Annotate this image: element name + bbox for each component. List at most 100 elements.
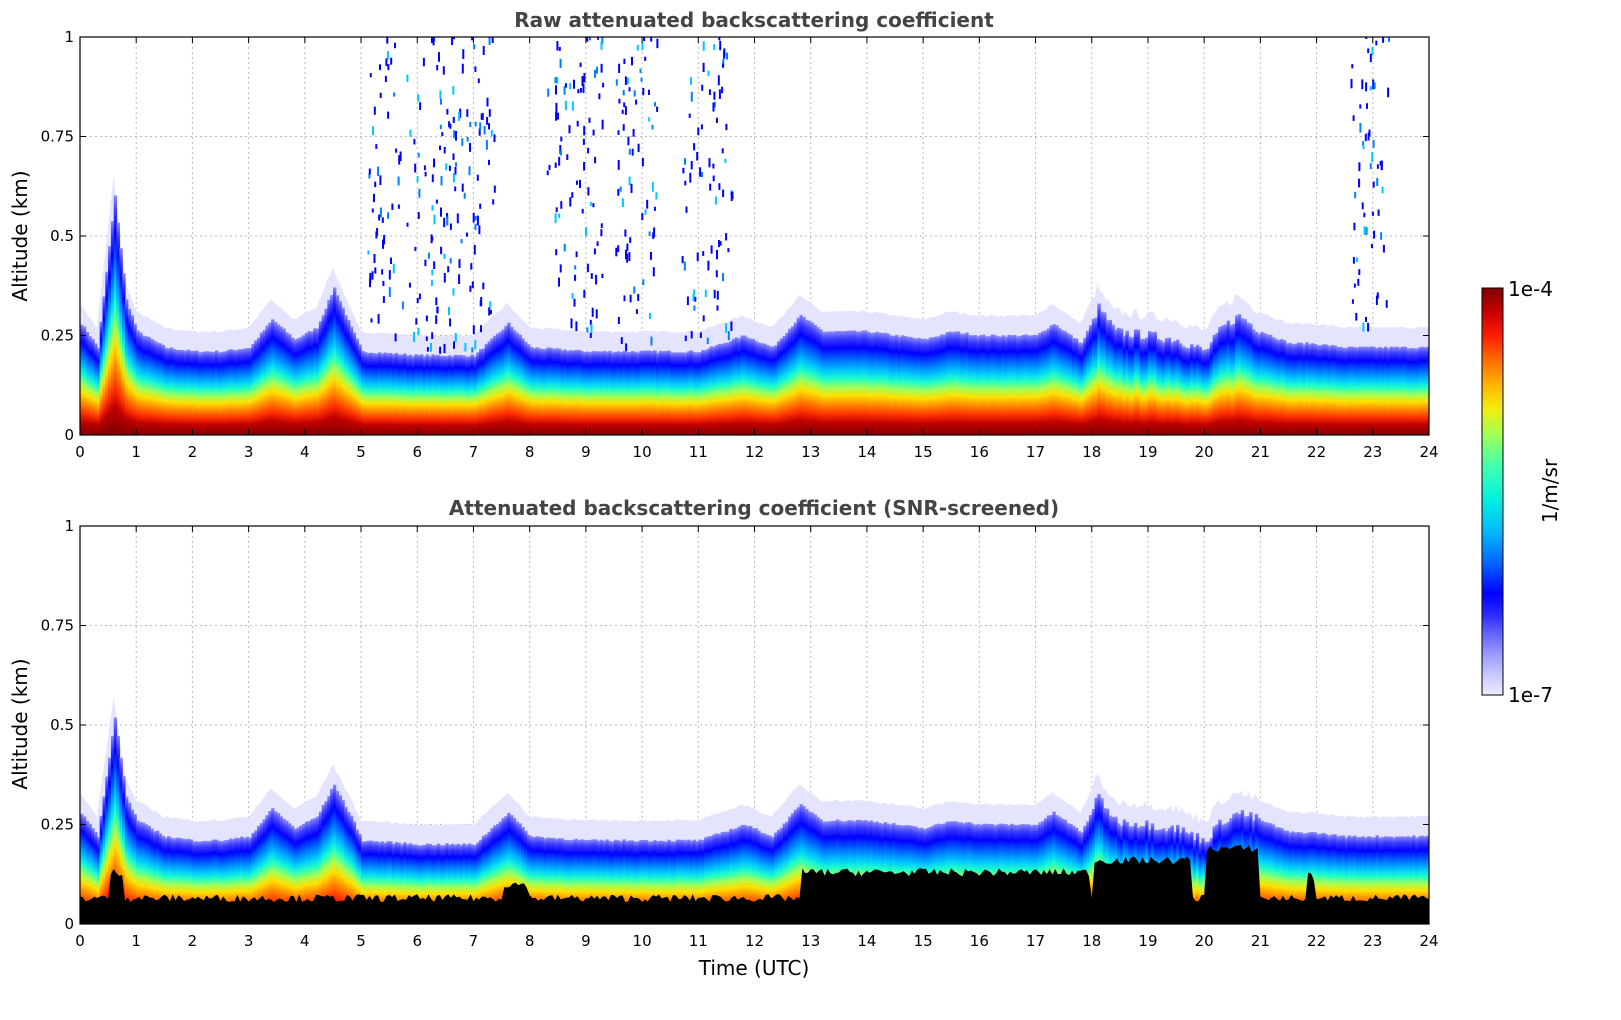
- y-tick-label: 0.75: [41, 617, 74, 635]
- backscatter-column: [740, 824, 744, 924]
- noise-speck: [554, 213, 557, 224]
- noise-speck: [452, 116, 455, 123]
- backscatter-column: [1299, 832, 1304, 924]
- backscatter-column: [1251, 329, 1256, 435]
- backscatter-column: [80, 813, 84, 924]
- x-tick-label: 17: [1026, 932, 1045, 950]
- backscatter-column: [153, 831, 157, 924]
- backscatter-column: [1282, 830, 1287, 924]
- noise-speck: [719, 40, 722, 51]
- backscatter-column: [552, 348, 556, 435]
- noise-speck: [648, 313, 651, 320]
- backscatter-column: [501, 329, 505, 435]
- noise-speck: [575, 321, 578, 332]
- noise-speck: [621, 109, 624, 114]
- noise-speck: [404, 31, 406, 36]
- backscatter-column: [231, 839, 236, 924]
- noise-speck: [648, 117, 651, 122]
- backscatter-column: [1316, 834, 1320, 924]
- noise-speck: [378, 214, 381, 221]
- noise-speck: [488, 307, 491, 316]
- backscatter-column: [521, 827, 525, 924]
- noise-speck: [493, 185, 496, 193]
- noise-speck: [716, 249, 718, 260]
- backscatter-column: [167, 836, 171, 924]
- backscatter-column: [130, 315, 134, 435]
- noise-speck: [719, 241, 722, 246]
- backscatter-column: [701, 839, 705, 924]
- backscatter-column: [630, 840, 635, 924]
- backscatter-column: [470, 844, 475, 924]
- noise-speck: [700, 124, 703, 130]
- backscatter-column: [324, 801, 328, 924]
- noise-speck: [397, 204, 400, 209]
- backscatter-column: [1316, 345, 1320, 435]
- noise-speck: [586, 37, 589, 42]
- backscatter-column: [1291, 831, 1295, 924]
- backscatter-column: [386, 353, 390, 435]
- noise-speck: [582, 83, 585, 93]
- noise-speck: [701, 172, 703, 178]
- noise-speck: [453, 130, 456, 139]
- backscatter-column: [1417, 347, 1422, 435]
- noise-speck: [463, 192, 466, 199]
- backscatter-column: [687, 351, 691, 435]
- backscatter-column: [692, 352, 697, 435]
- backscatter-column: [330, 788, 334, 924]
- noise-speck: [1358, 269, 1361, 275]
- backscatter-column: [810, 322, 815, 435]
- backscatter-column: [175, 837, 179, 924]
- noise-speck: [712, 102, 715, 112]
- noise-speck: [651, 181, 654, 192]
- noise-speck: [369, 73, 372, 78]
- noise-speck: [573, 79, 575, 89]
- backscatter-column: [875, 331, 879, 435]
- x-tick-label: 16: [970, 443, 989, 461]
- noise-speck: [368, 173, 371, 179]
- backscatter-column: [628, 840, 632, 924]
- noise-speck: [722, 189, 725, 198]
- noise-speck: [417, 328, 420, 336]
- noise-speck: [473, 244, 476, 255]
- x-tick-label: 19: [1138, 443, 1157, 461]
- backscatter-column: [310, 819, 314, 924]
- backscatter-column: [729, 828, 733, 924]
- backscatter-column: [164, 347, 168, 435]
- noise-speck: [461, 138, 464, 146]
- noise-speck: [1358, 162, 1361, 172]
- backscatter-column: [639, 840, 643, 924]
- backscatter-column: [791, 326, 795, 435]
- noise-speck: [431, 269, 434, 276]
- backscatter-column: [164, 837, 168, 924]
- noise-speck: [575, 251, 578, 258]
- backscatter-column: [554, 348, 559, 435]
- backscatter-column: [830, 820, 834, 924]
- noise-speck: [586, 263, 589, 273]
- noise-speck: [571, 101, 574, 111]
- backscatter-column: [535, 836, 539, 924]
- backscatter-column: [462, 355, 466, 435]
- backscatter-column: [279, 816, 283, 924]
- noise-speck: [391, 203, 394, 210]
- noise-speck: [439, 346, 442, 354]
- noise-speck: [373, 254, 376, 264]
- backscatter-column: [1313, 832, 1318, 924]
- backscatter-column: [1122, 335, 1127, 435]
- noise-speck: [1373, 82, 1376, 89]
- backscatter-column: [670, 841, 674, 924]
- noise-speck: [721, 86, 724, 94]
- backscatter-column: [417, 845, 421, 924]
- backscatter-column: [532, 348, 536, 435]
- noise-speck: [1353, 283, 1356, 288]
- noise-speck: [459, 108, 462, 118]
- backscatter-column: [231, 349, 236, 435]
- backscatter-column: [296, 827, 300, 924]
- backscatter-column: [1271, 337, 1276, 435]
- noise-speck: [418, 188, 421, 198]
- noise-speck: [558, 213, 561, 219]
- noise-speck: [595, 274, 598, 285]
- noise-speck: [393, 92, 396, 97]
- noise-speck: [1373, 230, 1376, 239]
- backscatter-column: [1117, 327, 1121, 435]
- noise-speck: [489, 301, 492, 308]
